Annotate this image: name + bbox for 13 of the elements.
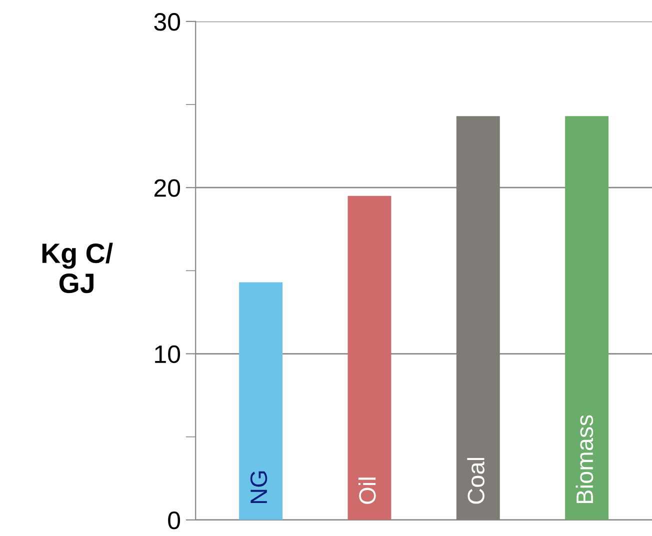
bar xyxy=(565,116,609,520)
bar xyxy=(348,196,392,520)
y-tick-label: 30 xyxy=(154,13,180,31)
bar xyxy=(456,116,500,520)
x-tick-label: Oil xyxy=(358,478,376,504)
bar xyxy=(239,282,283,520)
x-tick-label: Coal xyxy=(467,458,484,504)
x-tick-label: NG xyxy=(250,471,268,504)
y-axis-title: Kg C/ GJ xyxy=(42,242,113,294)
y-tick-label: 10 xyxy=(155,345,180,364)
y-tick-label: 20 xyxy=(154,179,180,197)
y-tick-label: 0 xyxy=(168,512,180,530)
x-tick-label: Biomass xyxy=(576,415,594,504)
